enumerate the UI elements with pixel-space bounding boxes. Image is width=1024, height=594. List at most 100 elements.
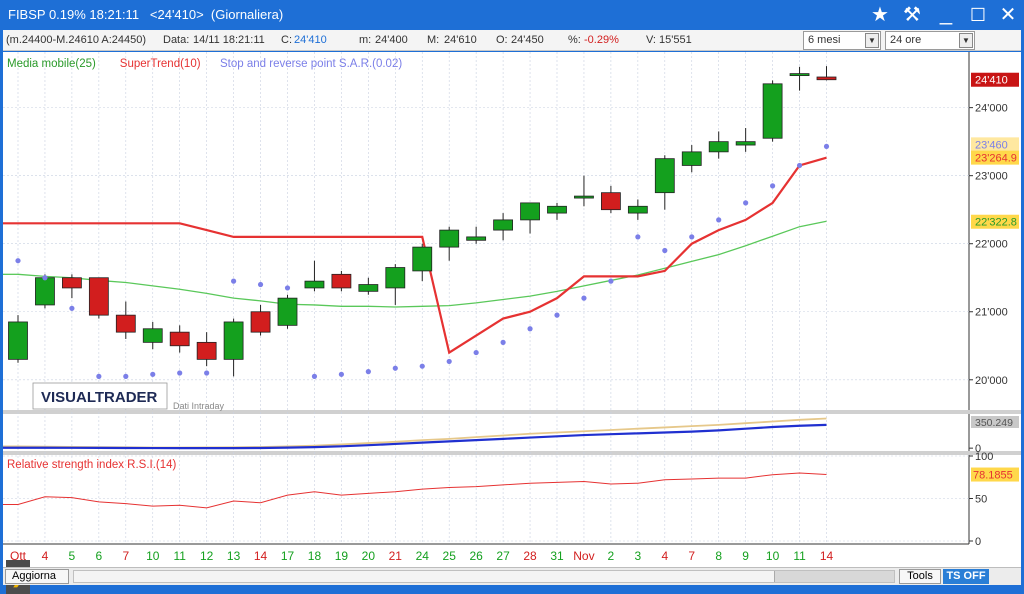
horizontal-scrollbar[interactable] bbox=[73, 570, 895, 583]
candle-up bbox=[35, 277, 55, 306]
sar-dot bbox=[311, 373, 318, 379]
sar-dot bbox=[284, 285, 291, 291]
price-tag-label: 23'264.9 bbox=[975, 153, 1017, 165]
x-tick-label: 4 bbox=[42, 549, 49, 563]
candle-up bbox=[654, 158, 675, 194]
refresh-button[interactable]: Aggiorna bbox=[5, 569, 69, 584]
sar-dot bbox=[365, 369, 371, 375]
close-button[interactable]: ✕ bbox=[999, 4, 1017, 26]
candle-down bbox=[601, 192, 621, 211]
tools-button[interactable]: Tools bbox=[899, 569, 941, 584]
x-tick-label: 2 bbox=[608, 549, 615, 563]
price-tag-box bbox=[971, 214, 1019, 229]
scrollbar-thumb[interactable] bbox=[774, 571, 894, 582]
sar-dot bbox=[796, 162, 803, 169]
sar-dot bbox=[446, 358, 452, 365]
sar-dot bbox=[823, 143, 830, 150]
hammer-icon[interactable]: ⚒ bbox=[903, 4, 921, 26]
x-tick-label: 11 bbox=[793, 549, 806, 563]
x-tick-label: 10 bbox=[146, 549, 160, 563]
pct-label: %: bbox=[568, 34, 581, 46]
price-tag: 24'410 bbox=[971, 72, 1019, 87]
status-bar: Aggiorna Tools TS OFF bbox=[3, 567, 1021, 585]
candle-down bbox=[169, 331, 190, 347]
legend-entry: Media mobile(25) bbox=[7, 58, 96, 70]
y-tick-label: 100 bbox=[975, 451, 993, 463]
x-tick-label: 21 bbox=[389, 549, 403, 563]
y-tick-label: 20'000 bbox=[975, 375, 1008, 387]
x-tick-label: 31 bbox=[550, 549, 564, 563]
candle-up bbox=[358, 284, 379, 292]
sar-dot bbox=[635, 234, 641, 240]
x-tick-label: Ott bbox=[10, 549, 27, 563]
candle-down bbox=[816, 76, 837, 81]
sar-dot bbox=[204, 370, 210, 376]
price-tag: 22'322.8 bbox=[971, 214, 1019, 229]
x-tick-label: 13 bbox=[227, 549, 241, 563]
x-tick-label: Nov bbox=[573, 549, 594, 563]
x-tick-label: 17 bbox=[281, 549, 295, 563]
y-tick-label: 22'000 bbox=[975, 239, 1008, 251]
sar-dot bbox=[42, 275, 48, 281]
candle-up bbox=[8, 321, 28, 360]
dropdown-arrow-icon[interactable]: ▼ bbox=[959, 33, 973, 48]
minimize-button[interactable]: _ bbox=[939, 0, 953, 25]
candle-down bbox=[250, 311, 271, 333]
x-tick-label: 5 bbox=[69, 549, 76, 563]
sar-dot bbox=[150, 371, 156, 377]
price-tag-box bbox=[971, 150, 1019, 165]
favorite-star-icon[interactable]: ★ bbox=[871, 4, 889, 26]
rsi-tag-label: 78.1855 bbox=[973, 470, 1013, 482]
candle-down bbox=[62, 277, 82, 289]
candle-down bbox=[331, 273, 352, 289]
candle-down bbox=[115, 314, 136, 333]
candle-up bbox=[304, 280, 325, 289]
panel-splitter bbox=[3, 451, 1021, 455]
min-value: 24'400 bbox=[375, 34, 408, 46]
min-label: m: bbox=[359, 34, 372, 46]
close-label: C: bbox=[281, 34, 292, 46]
x-tick-label: 12 bbox=[200, 549, 214, 563]
rsi-tag-box bbox=[971, 467, 1019, 482]
volume-value: 15'551 bbox=[659, 34, 692, 46]
candle-down bbox=[196, 341, 217, 360]
chart-area[interactable]: 20'000 21'000 22'000 23'000 24'000 Media mobi… bbox=[3, 52, 1021, 594]
candle-up bbox=[789, 73, 810, 77]
range-text: (m.24400-M.24610 A:24450) bbox=[6, 34, 147, 46]
timeframe-select[interactable]: 24 ore ▼ bbox=[885, 31, 975, 50]
price-tag-box bbox=[971, 137, 1019, 152]
sar-dot bbox=[123, 373, 129, 379]
sar-dot bbox=[419, 363, 425, 369]
chart-canvas[interactable]: 20'000 21'000 22'000 23'000 24'000 Media mobi… bbox=[3, 52, 1021, 568]
rsi-title: Relative strength index R.S.I.(14) bbox=[7, 459, 177, 471]
sar-dot bbox=[500, 339, 506, 345]
y-tick-label: 21'000 bbox=[975, 307, 1008, 319]
sar-dot bbox=[231, 278, 237, 284]
sar-dot bbox=[527, 326, 533, 332]
indicator-line bbox=[3, 423, 827, 450]
watermark-logo: VISUALTRADER bbox=[41, 389, 158, 406]
period-select[interactable]: 6 mesi ▼ bbox=[803, 31, 881, 50]
x-tick-label: 14 bbox=[254, 549, 268, 563]
y-tick-label: 0 bbox=[975, 536, 981, 548]
x-tick-label: 25 bbox=[443, 549, 457, 563]
watermark-box bbox=[32, 382, 168, 410]
y-tick-label: 23'000 bbox=[975, 171, 1008, 183]
sar-dot bbox=[177, 370, 183, 376]
sar-dot bbox=[338, 371, 344, 377]
sar-dot bbox=[473, 349, 479, 356]
sar-dot bbox=[392, 365, 398, 371]
sar-dot bbox=[257, 281, 264, 288]
dropdown-arrow-icon[interactable]: ▼ bbox=[865, 33, 879, 48]
x-tick-label: 19 bbox=[335, 549, 349, 563]
quote-info-bar: (m.24400-M.24610 A:24450) Data: 14/11 18… bbox=[3, 30, 1021, 51]
candle-up bbox=[466, 236, 487, 241]
date-value: 14/11 18:21:11 bbox=[193, 34, 265, 46]
open-value: 24'450 bbox=[511, 34, 544, 46]
ts-off-button[interactable]: TS OFF bbox=[943, 569, 989, 584]
maximize-button[interactable]: ☐ bbox=[969, 5, 987, 25]
sar-dot bbox=[554, 312, 560, 318]
x-tick-label: 6 bbox=[96, 549, 103, 563]
x-tick-label: 11 bbox=[173, 549, 186, 563]
